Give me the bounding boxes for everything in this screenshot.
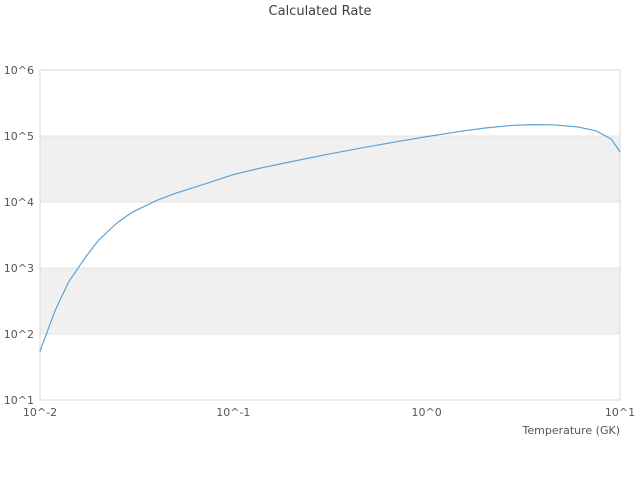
x-tick-label: 10^-1 <box>216 406 250 419</box>
x-tick-label: 10^0 <box>412 406 442 419</box>
y-tick-label: 10^4 <box>4 196 34 209</box>
x-axis-title: Temperature (GK) <box>522 424 621 437</box>
x-tick-label: 10^1 <box>605 406 635 419</box>
grid-band <box>40 268 620 334</box>
grid-band <box>40 136 620 202</box>
y-tick-label: 10^1 <box>4 394 34 407</box>
plot-border <box>39 69 621 401</box>
y-tick-label: 10^5 <box>4 130 34 143</box>
series-line <box>39 123 621 352</box>
y-tick-label: 10^6 <box>4 64 34 77</box>
y-tick-label: 10^3 <box>4 262 34 275</box>
x-tick-label: 10^-2 <box>23 406 57 419</box>
chart-title: Calculated Rate <box>268 4 372 19</box>
y-tick-label: 10^2 <box>4 328 34 341</box>
